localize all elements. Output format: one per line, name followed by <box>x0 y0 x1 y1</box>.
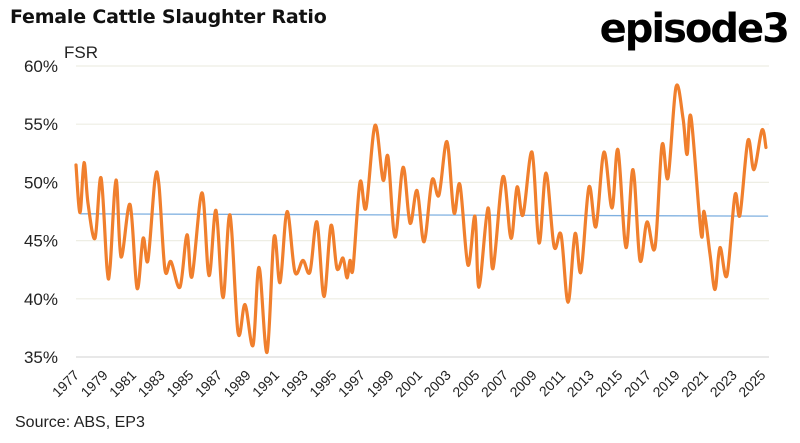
x-tick-label: 1981 <box>106 367 139 400</box>
x-tick-label: 2021 <box>678 367 711 400</box>
y-tick-label: 60% <box>24 57 58 76</box>
fsr-series-line <box>74 83 768 354</box>
x-tick-label: 2023 <box>707 367 740 400</box>
x-tick-label: 2001 <box>392 367 425 400</box>
x-tick-label: 2017 <box>621 367 654 400</box>
x-tick-label: 2015 <box>592 367 625 400</box>
average-line <box>80 213 769 217</box>
y-axis-ticks: 35% 40% 45% 50% 55% 60% <box>24 57 58 367</box>
x-tick-label: 1993 <box>278 367 311 400</box>
x-tick-label: 1989 <box>220 367 253 400</box>
x-tick-label: 1999 <box>363 367 396 400</box>
y-tick-label: 50% <box>24 173 58 192</box>
y-tick-label: 40% <box>24 290 58 309</box>
x-tick-label: 2019 <box>649 367 682 400</box>
y-tick-label: 45% <box>24 232 58 251</box>
x-tick-label: 1979 <box>77 367 110 400</box>
x-axis-ticks: 1977197919811983198519871989199119931995… <box>49 367 769 400</box>
episode3-logo: episode3 <box>599 6 790 52</box>
x-tick-label: 2011 <box>536 367 569 400</box>
source-note: Source: ABS, EP3 <box>15 414 145 431</box>
x-tick-label: 1977 <box>49 367 82 400</box>
y-tick-label: 55% <box>24 115 58 134</box>
x-tick-label: 2009 <box>506 367 539 400</box>
x-tick-label: 1995 <box>306 367 339 400</box>
x-tick-label: 1991 <box>249 367 282 400</box>
chart-title: Female Cattle Slaughter Ratio <box>10 6 327 28</box>
y-tick-label: 35% <box>24 348 58 367</box>
x-tick-label: 2005 <box>449 367 482 400</box>
x-tick-label: 1997 <box>335 367 368 400</box>
x-tick-label: 2003 <box>421 367 454 400</box>
x-tick-label: 2025 <box>735 367 768 400</box>
y-axis-label: FSR <box>64 43 98 62</box>
x-tick-label: 2013 <box>564 367 597 400</box>
x-tick-label: 1987 <box>192 367 225 400</box>
series-lines <box>74 83 769 354</box>
grid-lines <box>76 65 769 358</box>
x-tick-label: 1985 <box>163 367 196 400</box>
x-tick-label: 1983 <box>135 367 168 400</box>
x-tick-label: 2007 <box>478 367 511 400</box>
